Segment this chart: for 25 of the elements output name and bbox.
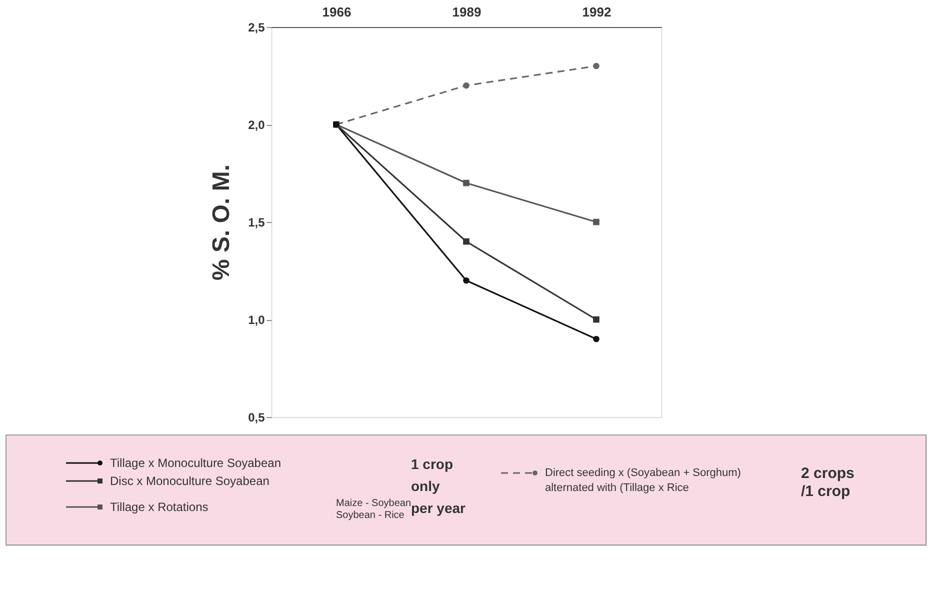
legend-label: Direct seeding x (Soyabean + Sorghum) alternated with (Tillage x Rice [545,467,741,494]
y-tick-label: 2,0 [248,118,266,132]
x-tick-label: 1966 [322,4,352,20]
point [463,277,470,284]
y-tick-label: 2,5 [248,20,266,34]
text: 2 crops /1 crop [801,465,854,500]
text: Soybean - Rice [336,510,405,521]
point [593,62,600,70]
y-tick-label: 1,0 [248,313,266,327]
y-tick-label: 1,5 [248,216,266,230]
legend-label: Tillage x Monoculture Soyabean [110,456,281,470]
legend-label: Tillage x Rotations [110,500,208,514]
y-axis-title: % S. O. M. [208,164,236,281]
point [593,336,600,342]
point [463,82,470,89]
legend-label: Disc x Monoculture Soyabean [110,474,270,488]
x-tick-label: 1992 [582,4,612,20]
text: Maize - Soybean [336,498,412,509]
y-tick-label: 0,5 [248,410,266,424]
point [593,316,600,323]
text: 1 crop only per year [411,456,466,516]
x-tick-label: 1989 [452,4,482,20]
point [463,180,470,186]
point [593,218,600,226]
point [463,238,470,245]
